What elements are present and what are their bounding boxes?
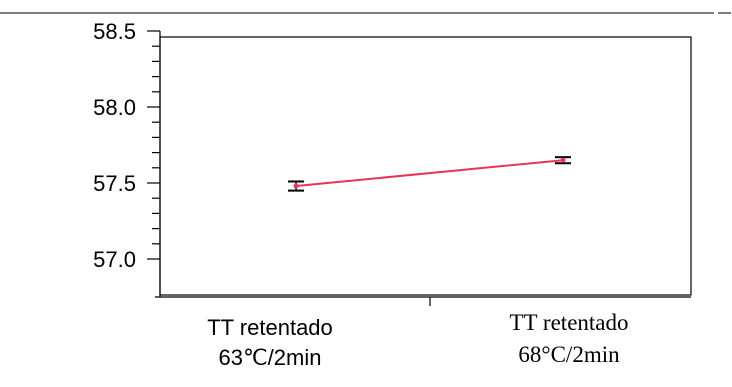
x-ticks: TT retentado 63℃/2min TT retentado 68°C/2mi… <box>207 297 629 370</box>
y-tick-label: 58.0 <box>93 95 136 120</box>
y-tick-label: 58.5 <box>93 19 136 44</box>
data-point <box>560 157 566 163</box>
data-marks <box>288 156 571 192</box>
plot-frame <box>159 36 692 296</box>
x-tick-label: TT retentado <box>207 315 333 340</box>
x-tick-label: 63℃/2min <box>219 345 322 370</box>
data-point <box>293 183 299 189</box>
x-tick-label: 68°C/2min <box>518 342 620 367</box>
y-tick-label: 57.0 <box>93 247 136 272</box>
series-line <box>295 159 564 188</box>
y-tick-label: 57.5 <box>93 171 136 196</box>
x-tick-label: TT retentado <box>510 310 629 335</box>
y-ticks: 58.5 58.0 57.5 57.0 <box>93 19 160 272</box>
